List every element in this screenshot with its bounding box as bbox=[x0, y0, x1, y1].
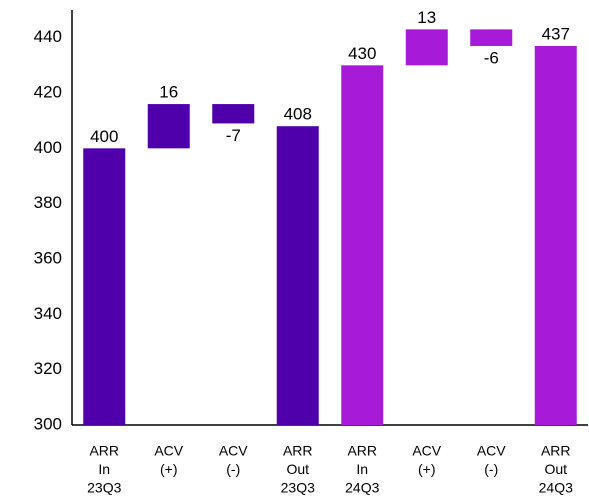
x-tick-label: Out bbox=[544, 461, 567, 477]
x-tick-label: Out bbox=[286, 461, 309, 477]
x-tick-label: ACV bbox=[477, 443, 506, 459]
bar bbox=[212, 104, 255, 124]
y-tick-label: 320 bbox=[34, 359, 62, 378]
value-label: -7 bbox=[226, 126, 241, 145]
value-label: 408 bbox=[284, 105, 312, 124]
bar bbox=[276, 126, 319, 425]
value-label: 430 bbox=[348, 44, 376, 63]
y-tick-label: 340 bbox=[34, 304, 62, 323]
x-tick-label: ARR bbox=[541, 443, 571, 459]
bar bbox=[405, 29, 448, 66]
x-tick-label: ACV bbox=[412, 443, 441, 459]
y-tick-label: 300 bbox=[34, 414, 62, 433]
value-label: -6 bbox=[484, 48, 499, 67]
x-tick-label: ARR bbox=[347, 443, 377, 459]
y-tick-label: 380 bbox=[34, 193, 62, 212]
x-tick-label: ARR bbox=[89, 443, 119, 459]
x-tick-label: (-) bbox=[226, 461, 240, 477]
x-tick-label: In bbox=[98, 461, 110, 477]
x-tick-label: (+) bbox=[418, 461, 436, 477]
x-tick-label: ARR bbox=[283, 443, 313, 459]
value-label: 16 bbox=[159, 83, 178, 102]
bar bbox=[341, 65, 384, 425]
y-tick-label: 360 bbox=[34, 248, 62, 267]
x-tick-label: 24Q3 bbox=[345, 480, 379, 496]
x-tick-label: ACV bbox=[154, 443, 183, 459]
value-label: 437 bbox=[542, 24, 570, 43]
bar bbox=[534, 45, 577, 425]
bar bbox=[83, 148, 126, 426]
x-tick-label: (+) bbox=[160, 461, 178, 477]
x-tick-label: 23Q3 bbox=[87, 480, 121, 496]
value-label: 13 bbox=[417, 8, 436, 27]
x-tick-label: (-) bbox=[484, 461, 498, 477]
bar bbox=[147, 104, 190, 149]
value-label: 400 bbox=[90, 127, 118, 146]
bar bbox=[470, 29, 513, 46]
y-tick-label: 400 bbox=[34, 138, 62, 157]
y-tick-label: 440 bbox=[34, 27, 62, 46]
x-tick-label: ACV bbox=[219, 443, 248, 459]
y-tick-label: 420 bbox=[34, 82, 62, 101]
x-tick-label: 24Q3 bbox=[539, 480, 573, 496]
x-tick-label: In bbox=[356, 461, 368, 477]
x-tick-label: 23Q3 bbox=[281, 480, 315, 496]
